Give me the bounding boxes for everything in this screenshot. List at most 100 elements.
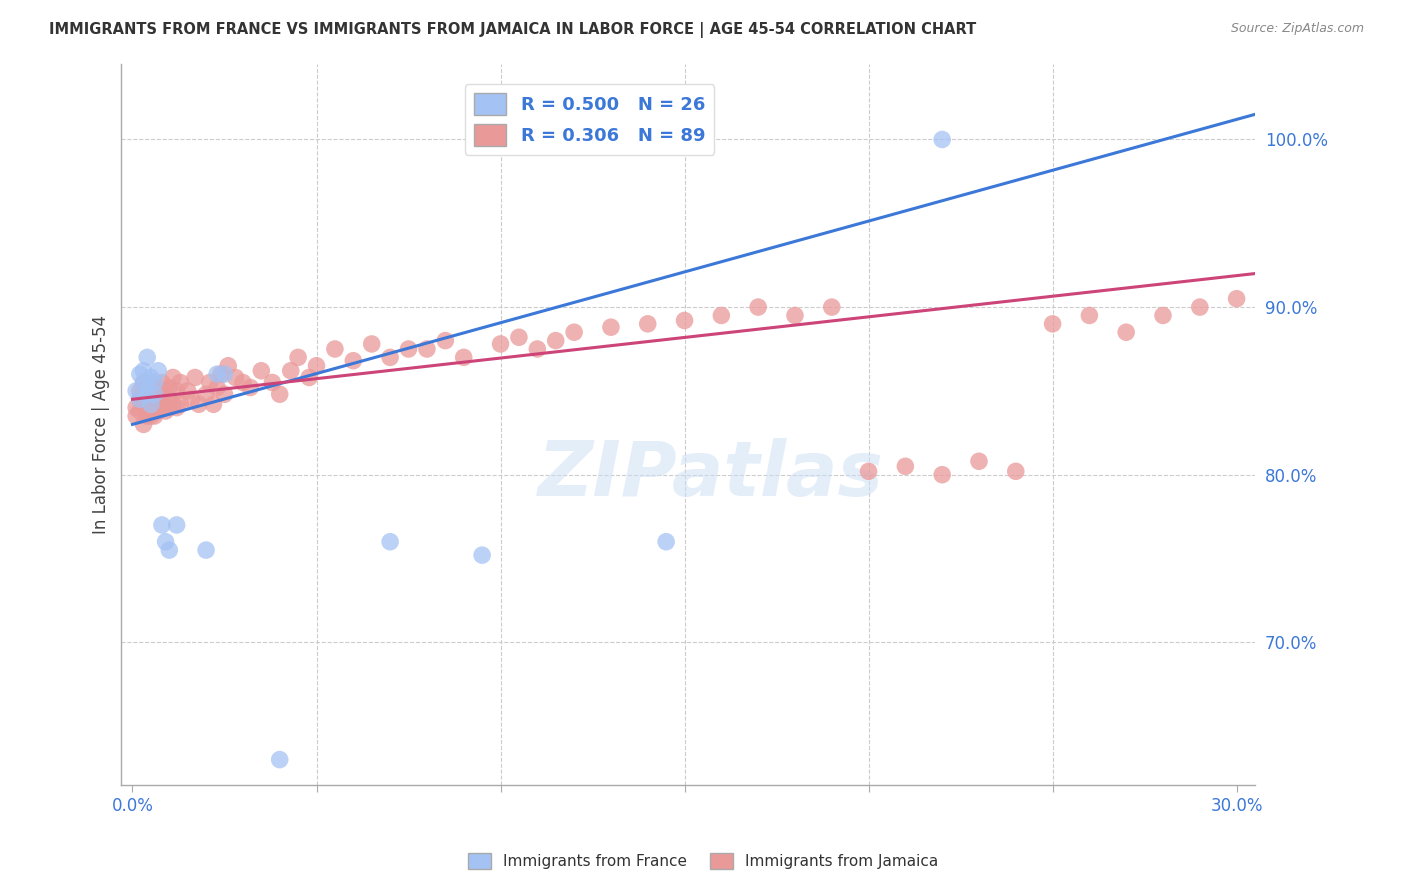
Point xyxy=(148,404,170,418)
Point xyxy=(139,380,162,394)
Point xyxy=(489,337,512,351)
Point xyxy=(180,392,202,407)
Point xyxy=(187,397,209,411)
Point xyxy=(148,384,170,398)
Point xyxy=(143,387,166,401)
Point xyxy=(166,384,188,398)
Point xyxy=(125,401,148,415)
Point xyxy=(125,384,148,398)
Text: ZIPatlas: ZIPatlas xyxy=(538,438,884,512)
Point xyxy=(637,317,659,331)
Point xyxy=(155,404,177,418)
Point xyxy=(398,342,420,356)
Point xyxy=(710,309,733,323)
Point xyxy=(471,548,494,562)
Point xyxy=(139,392,162,407)
Point xyxy=(136,351,159,365)
Point xyxy=(323,342,346,356)
Point xyxy=(655,534,678,549)
Point xyxy=(148,395,170,409)
Point xyxy=(155,384,177,398)
Point xyxy=(225,370,247,384)
Point xyxy=(217,359,239,373)
Point xyxy=(148,364,170,378)
Point xyxy=(132,397,155,411)
Point xyxy=(150,518,173,533)
Point xyxy=(250,364,273,378)
Point xyxy=(269,387,291,401)
Point xyxy=(128,404,150,418)
Point xyxy=(298,370,321,384)
Point xyxy=(139,409,162,423)
Point xyxy=(269,753,291,767)
Point xyxy=(416,342,439,356)
Point xyxy=(1226,292,1249,306)
Point xyxy=(143,376,166,390)
Legend: Immigrants from France, Immigrants from Jamaica: Immigrants from France, Immigrants from … xyxy=(461,847,945,875)
Point xyxy=(143,387,166,401)
Point xyxy=(139,404,162,418)
Point xyxy=(136,384,159,398)
Point xyxy=(821,300,844,314)
Point xyxy=(1078,309,1101,323)
Point xyxy=(205,367,228,381)
Point xyxy=(132,417,155,432)
Point xyxy=(747,300,769,314)
Point xyxy=(132,387,155,401)
Point xyxy=(157,543,180,558)
Point xyxy=(342,353,364,368)
Point xyxy=(136,387,159,401)
Point xyxy=(150,376,173,390)
Legend: R = 0.500   N = 26, R = 0.306   N = 89: R = 0.500 N = 26, R = 0.306 N = 89 xyxy=(465,84,714,155)
Point xyxy=(1115,325,1137,339)
Point xyxy=(169,376,191,390)
Point xyxy=(155,534,177,549)
Point xyxy=(198,376,221,390)
Point xyxy=(1042,317,1064,331)
Point xyxy=(195,543,218,558)
Point xyxy=(931,132,953,146)
Point xyxy=(305,359,328,373)
Point xyxy=(894,459,917,474)
Point xyxy=(128,384,150,398)
Point xyxy=(157,392,180,407)
Point xyxy=(136,377,159,392)
Point xyxy=(453,351,475,365)
Text: Source: ZipAtlas.com: Source: ZipAtlas.com xyxy=(1230,22,1364,36)
Point xyxy=(858,464,880,478)
Point xyxy=(139,370,162,384)
Point xyxy=(166,518,188,533)
Point xyxy=(931,467,953,482)
Point xyxy=(162,370,184,384)
Point xyxy=(125,409,148,423)
Point xyxy=(157,401,180,415)
Point xyxy=(262,376,284,390)
Point xyxy=(232,376,254,390)
Point xyxy=(143,409,166,423)
Point xyxy=(214,387,236,401)
Point xyxy=(128,392,150,407)
Point xyxy=(132,364,155,378)
Point xyxy=(967,454,990,468)
Text: IMMIGRANTS FROM FRANCE VS IMMIGRANTS FROM JAMAICA IN LABOR FORCE | AGE 45-54 COR: IMMIGRANTS FROM FRANCE VS IMMIGRANTS FRO… xyxy=(49,22,976,38)
Point xyxy=(508,330,530,344)
Point xyxy=(132,376,155,390)
Point xyxy=(1152,309,1174,323)
Point xyxy=(162,397,184,411)
Point xyxy=(169,397,191,411)
Point xyxy=(143,401,166,415)
Point xyxy=(184,370,207,384)
Point xyxy=(434,334,457,348)
Point xyxy=(287,351,309,365)
Point xyxy=(209,367,232,381)
Point xyxy=(673,313,696,327)
Point xyxy=(600,132,623,146)
Point xyxy=(544,334,567,348)
Point xyxy=(128,367,150,381)
Point xyxy=(132,376,155,390)
Y-axis label: In Labor Force | Age 45-54: In Labor Force | Age 45-54 xyxy=(93,315,110,534)
Point xyxy=(526,342,548,356)
Point xyxy=(139,397,162,411)
Point xyxy=(157,380,180,394)
Point xyxy=(128,392,150,407)
